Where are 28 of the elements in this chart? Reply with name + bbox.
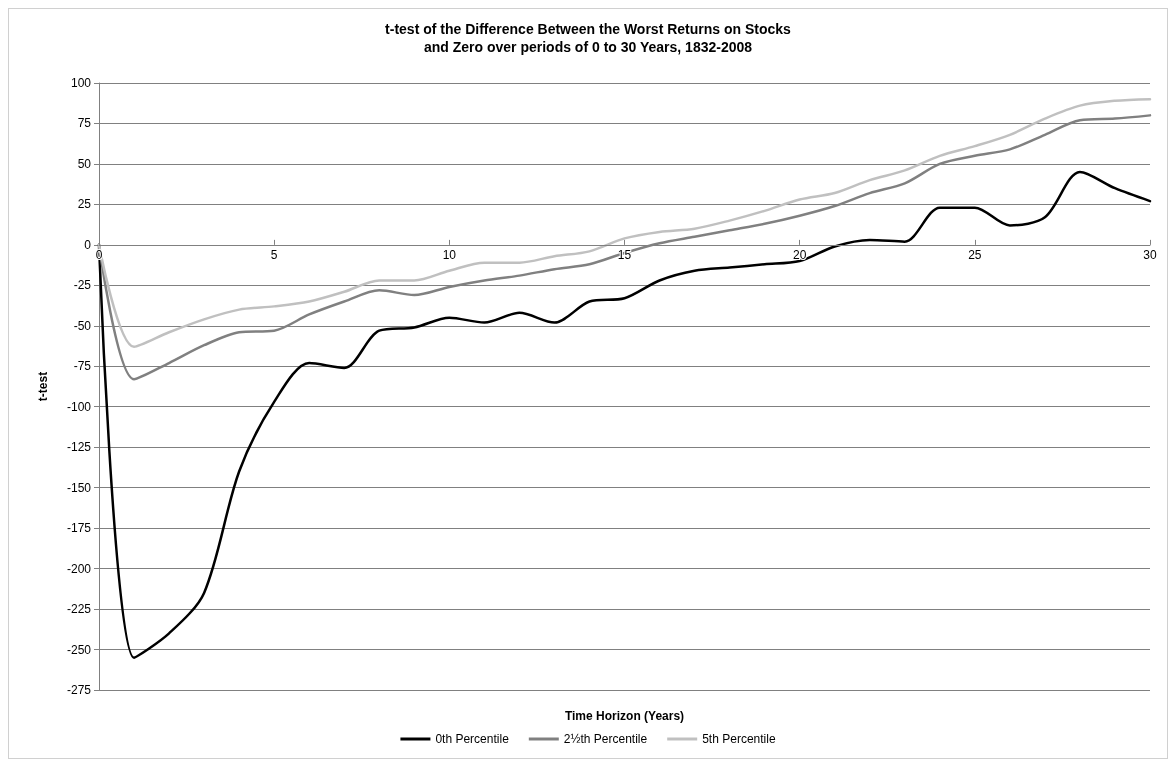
y-tick-label: 100 bbox=[70, 76, 92, 90]
y-tick-label: -250 bbox=[66, 642, 92, 657]
x-tick-label: 15 bbox=[617, 248, 632, 263]
x-axis-title: Time Horizon (Years) bbox=[564, 709, 685, 723]
legend-label: 5th Percentile bbox=[702, 732, 776, 746]
y-tick-label: -200 bbox=[66, 561, 92, 576]
y-tick-label: -75 bbox=[73, 359, 92, 374]
x-tick-label: 30 bbox=[1143, 248, 1157, 263]
y-tick-label: -275 bbox=[66, 683, 92, 697]
legend-label: 2½th Percentile bbox=[563, 732, 648, 746]
x-tick-label: 10 bbox=[442, 248, 457, 263]
y-axis-title: t-test bbox=[36, 371, 50, 402]
y-tick-label: -125 bbox=[66, 440, 92, 455]
y-tick-label: -25 bbox=[73, 278, 92, 293]
y-tick-label: -50 bbox=[73, 318, 92, 333]
x-tick-label: 25 bbox=[968, 248, 982, 263]
y-tick-label: -175 bbox=[66, 521, 92, 536]
y-tick-label: 0 bbox=[84, 237, 92, 252]
y-tick-label: 25 bbox=[77, 197, 92, 212]
y-tick-label: -100 bbox=[66, 399, 92, 414]
x-tick-label: 5 bbox=[270, 248, 278, 263]
legend-label: 0th Percentile bbox=[435, 732, 510, 746]
y-tick-label: -225 bbox=[66, 602, 92, 617]
y-tick-label: 50 bbox=[77, 156, 92, 171]
y-tick-label: 75 bbox=[77, 116, 92, 131]
y-tick-label: -150 bbox=[66, 480, 92, 495]
chart-title: t-test of the Difference Between the Worst Returns on Stocks and Zero over periods of 0 to 30 Years, 1832-2008 bbox=[385, 21, 792, 55]
x-tick-label: 20 bbox=[792, 248, 807, 263]
